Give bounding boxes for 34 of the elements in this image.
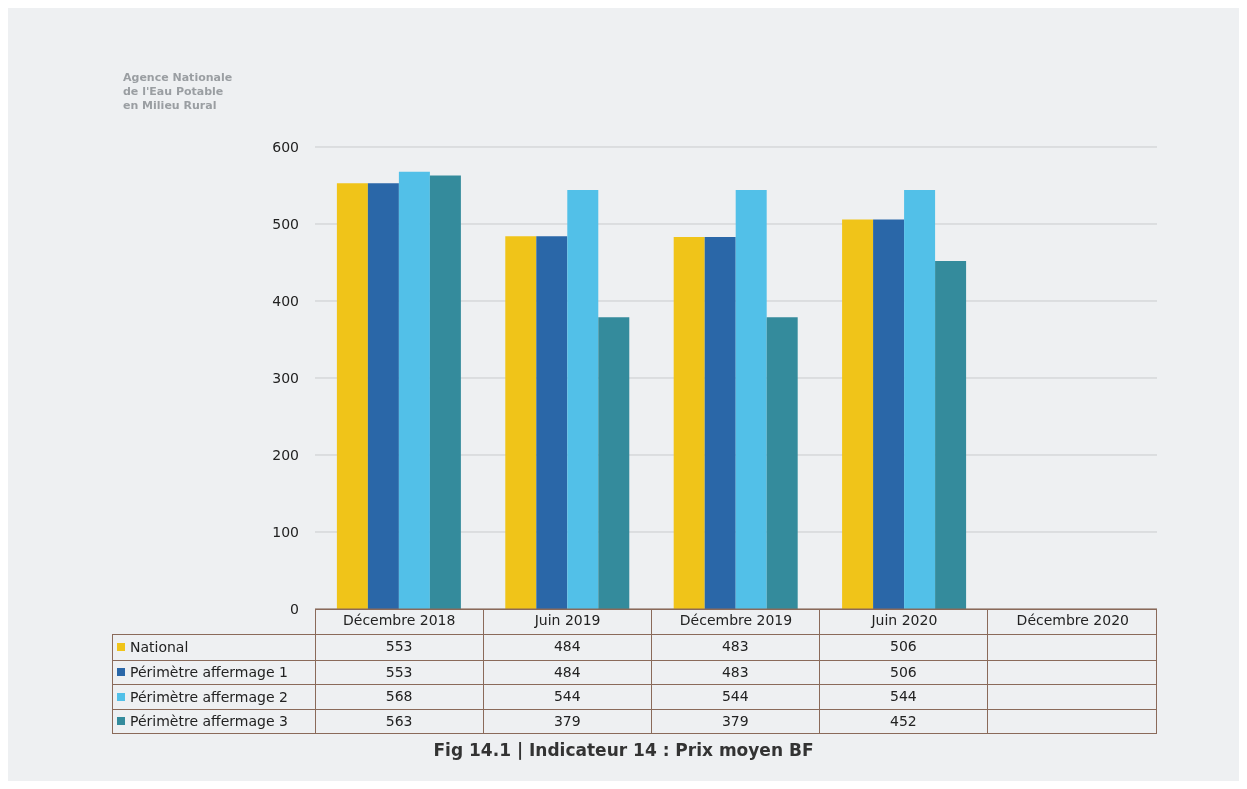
x-tick-label: Juin 2020 (870, 611, 938, 628)
data-label: 563 (315, 709, 484, 733)
data-label: 568 (315, 685, 484, 709)
y-tick-label: 200 (272, 446, 299, 463)
data-label: 506 (819, 660, 988, 684)
x-tick-label: Juin 2019 (533, 611, 601, 628)
data-label: 483 (651, 635, 820, 660)
x-tick-label: Décembre 2020 (1016, 611, 1129, 628)
data-label: 553 (315, 660, 484, 684)
y-tick-label: 500 (272, 215, 299, 232)
data-label: 544 (483, 685, 652, 709)
data-label: 484 (483, 635, 652, 660)
y-tick-label: 300 (272, 369, 299, 386)
y-tick-label: 100 (272, 523, 299, 540)
data-label: 452 (819, 709, 988, 733)
legend-label: Périmètre affermage 1 (130, 664, 288, 681)
y-tick-label: 0 (290, 600, 299, 617)
x-tick-label: Décembre 2018 (343, 611, 456, 628)
y-tick-label: 400 (272, 292, 299, 309)
text: Agence Nationale de l'Eau Potable en Milieu Rural (123, 71, 234, 113)
legend-label: National (130, 639, 189, 656)
data-label: 553 (315, 635, 484, 660)
data-label: 379 (651, 709, 820, 733)
y-tick-label: 600 (272, 138, 299, 155)
data-label: 379 (483, 709, 652, 733)
text: Fig 14.1 | Indicateur 14 : Prix moyen BF (432, 740, 815, 760)
legend-label: Périmètre affermage 2 (130, 688, 288, 705)
data-label: 506 (819, 635, 988, 660)
data-label: 484 (483, 660, 652, 684)
legend-label: Périmètre affermage 3 (130, 713, 288, 730)
data-label: 483 (651, 660, 820, 684)
x-tick-label: Décembre 2019 (679, 611, 793, 628)
data-label: 544 (819, 685, 988, 709)
data-label: 544 (651, 685, 820, 709)
